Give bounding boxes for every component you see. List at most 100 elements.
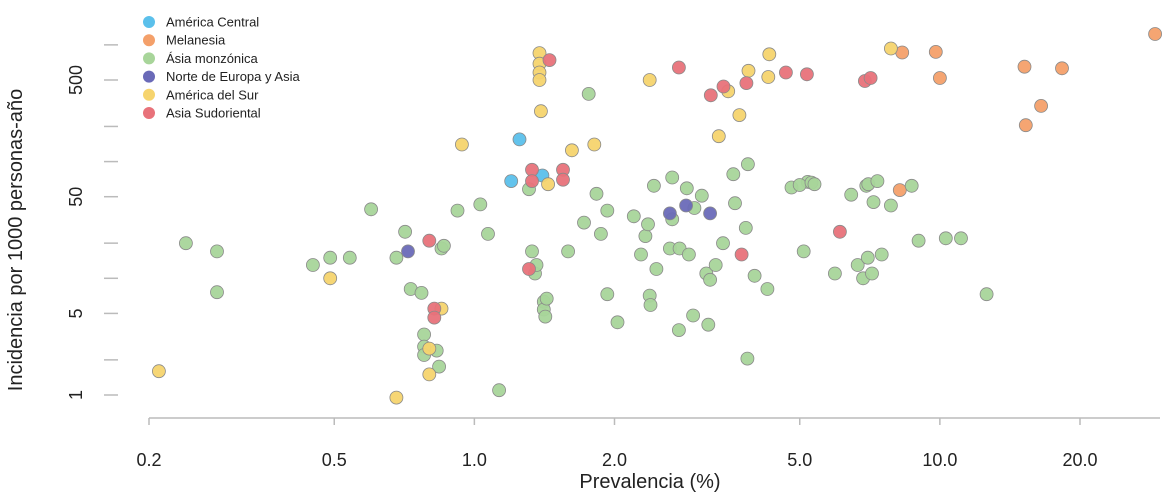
data-point bbox=[679, 198, 693, 213]
data-point bbox=[682, 247, 696, 262]
data-point bbox=[641, 217, 655, 232]
x-axis-title: Prevalencia (%) bbox=[579, 471, 720, 493]
data-point bbox=[422, 367, 437, 382]
data-point bbox=[954, 231, 968, 246]
data-point bbox=[414, 285, 429, 300]
data-point bbox=[708, 258, 723, 272]
data-point bbox=[979, 287, 994, 302]
y-axis: 1 5 50 500 bbox=[66, 44, 118, 400]
data-point bbox=[534, 104, 548, 119]
data-point bbox=[436, 238, 451, 253]
data-point bbox=[1034, 99, 1048, 113]
data-point bbox=[911, 233, 926, 248]
data-point bbox=[305, 258, 320, 272]
series-group bbox=[422, 53, 878, 325]
data-point bbox=[210, 285, 224, 300]
data-point bbox=[525, 174, 539, 189]
data-point bbox=[454, 137, 469, 152]
data-point bbox=[807, 177, 822, 192]
data-point bbox=[450, 203, 465, 218]
x-tick-label: 10.0 bbox=[922, 450, 957, 470]
data-point bbox=[738, 220, 753, 235]
series-group bbox=[892, 27, 1162, 198]
data-point bbox=[542, 53, 557, 67]
data-point bbox=[151, 364, 166, 379]
data-point bbox=[492, 383, 507, 398]
data-point bbox=[747, 268, 762, 283]
data-point bbox=[504, 174, 519, 189]
data-point bbox=[716, 79, 731, 94]
data-point bbox=[701, 317, 716, 332]
data-point bbox=[800, 67, 814, 82]
data-point bbox=[561, 244, 575, 259]
data-point bbox=[610, 315, 625, 330]
data-point bbox=[473, 197, 488, 212]
y-tick-label: 50 bbox=[66, 187, 86, 207]
data-point bbox=[711, 129, 726, 144]
data-point bbox=[538, 309, 553, 324]
data-point bbox=[865, 266, 879, 281]
data-point bbox=[1017, 59, 1032, 74]
data-point bbox=[833, 224, 847, 239]
data-points bbox=[151, 27, 1162, 405]
legend-marker bbox=[143, 52, 155, 65]
x-tick-label: 1.0 bbox=[462, 450, 487, 470]
data-point bbox=[481, 226, 495, 241]
data-point bbox=[892, 183, 907, 198]
legend-marker bbox=[143, 70, 155, 83]
data-point bbox=[398, 224, 413, 239]
data-point bbox=[679, 181, 694, 196]
legend-marker bbox=[143, 16, 155, 28]
legend-label: Melanesia bbox=[166, 33, 226, 48]
data-point bbox=[884, 41, 898, 56]
data-point bbox=[642, 73, 657, 87]
y-tick-label: 500 bbox=[66, 65, 86, 95]
data-point bbox=[850, 258, 865, 272]
data-point bbox=[649, 262, 664, 276]
x-tick-label: 0.2 bbox=[136, 450, 161, 470]
data-point bbox=[422, 233, 437, 248]
data-point bbox=[634, 247, 648, 262]
data-point bbox=[792, 178, 807, 192]
data-point bbox=[828, 266, 842, 281]
data-point bbox=[1018, 118, 1033, 133]
legend-marker bbox=[143, 88, 155, 101]
data-point bbox=[703, 272, 717, 287]
data-point bbox=[589, 186, 604, 201]
data-point bbox=[432, 359, 447, 374]
data-point bbox=[587, 137, 602, 152]
data-point bbox=[796, 244, 811, 259]
data-point bbox=[422, 341, 437, 356]
x-tick-label: 2.0 bbox=[602, 450, 627, 470]
data-point bbox=[703, 88, 718, 103]
data-point bbox=[884, 198, 898, 213]
data-point bbox=[532, 73, 547, 87]
legend-label: Norte de Europa y Asia bbox=[166, 69, 300, 84]
data-point bbox=[760, 282, 775, 296]
y-tick-label: 5 bbox=[66, 308, 86, 318]
legend: América Central Melanesia Ásia monzónica No… bbox=[143, 15, 300, 121]
legend-label: Asia Sudoriental bbox=[166, 106, 261, 121]
data-point bbox=[210, 244, 224, 259]
data-point bbox=[389, 250, 404, 265]
data-point bbox=[716, 236, 730, 251]
data-point bbox=[427, 310, 442, 325]
y-tick-label: 1 bbox=[66, 390, 86, 400]
x-axis: 0.2 0.5 1.0 2.0 5.0 10.0 20.0 bbox=[136, 417, 1160, 470]
legend-label: América Central bbox=[166, 15, 259, 30]
data-point bbox=[874, 247, 889, 262]
data-point bbox=[933, 71, 947, 85]
data-point bbox=[779, 65, 793, 80]
data-point bbox=[323, 250, 338, 265]
data-point bbox=[577, 215, 591, 230]
data-point bbox=[726, 167, 741, 182]
data-point bbox=[1055, 61, 1069, 76]
data-point bbox=[703, 206, 717, 221]
data-point bbox=[178, 236, 193, 251]
data-point bbox=[739, 76, 754, 90]
data-point bbox=[401, 244, 415, 259]
legend-marker bbox=[143, 107, 155, 119]
data-point bbox=[938, 231, 953, 246]
